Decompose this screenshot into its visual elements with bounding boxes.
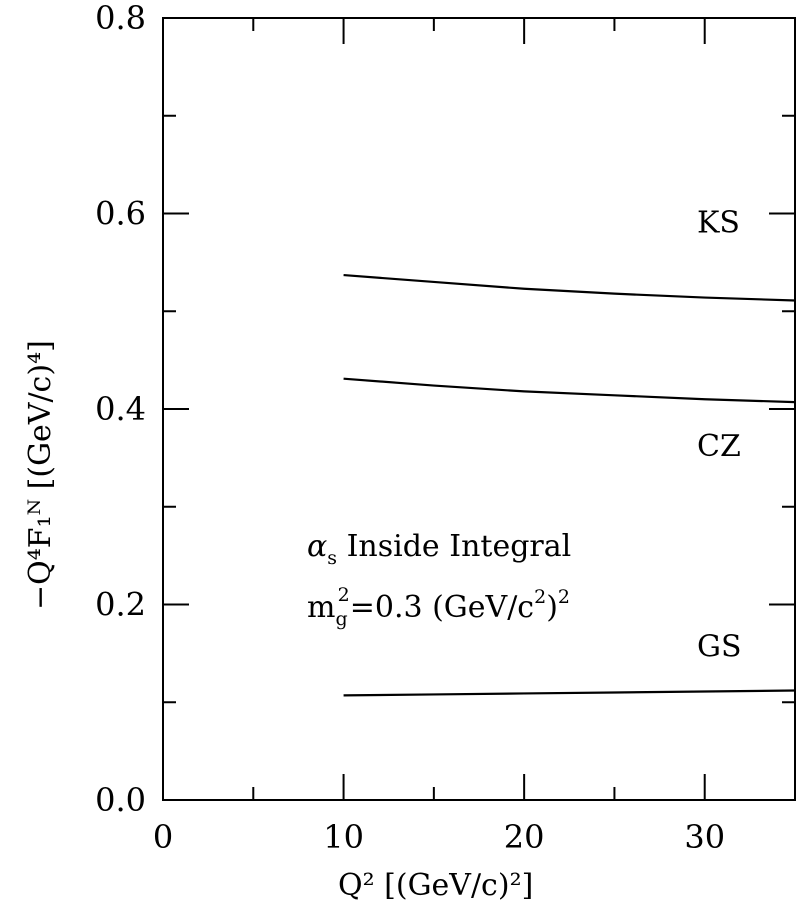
y-tick-label: 0.6 (95, 195, 146, 233)
curve-ks (343, 273, 796, 302)
annotation-alpha-text: Inside Integral (337, 529, 571, 564)
curve-gs (343, 689, 796, 697)
annotation-m-subscript: g (335, 608, 347, 630)
x-tick-label: 20 (504, 818, 545, 856)
annotation-close-paren: ) (546, 590, 558, 625)
annotation-alpha-subscript: s (327, 547, 337, 569)
curve-labels: KS CZ GS (697, 205, 742, 664)
x-tick-label: 0 (153, 818, 173, 856)
ticks (162, 17, 796, 801)
y-tick-label: 0.2 (95, 586, 146, 624)
tick-labels: 0 10 20 30 0.0 0.2 0.4 0.6 0.8 (95, 0, 725, 856)
curve-cz (343, 377, 796, 404)
y-axis-title: −Q⁴F₁ᴺ [(GeV/c)⁴] (23, 340, 58, 610)
annotation-alpha-s: αs Inside Integral (307, 529, 571, 569)
annotation-mid-text: =0.3 (GeV/c (350, 590, 534, 625)
x-tick-label: 10 (323, 818, 364, 856)
annotation-m: m (307, 590, 335, 625)
x-axis-title: Q² [(GeV/c)²] (338, 868, 533, 903)
curve-label-ks: KS (697, 205, 740, 240)
y-tick-label: 0.8 (95, 0, 146, 37)
y-tick-label: 0.0 (95, 781, 146, 819)
curves (343, 273, 796, 697)
annotation-alpha-symbol: α (307, 529, 327, 564)
annotation-gluon-mass: mg2=0.3 (GeV/c2)2 (307, 584, 570, 630)
plot-frame (162, 17, 796, 801)
curve-label-gs: GS (697, 630, 742, 665)
curve-label-cz: CZ (697, 429, 741, 464)
y-tick-label: 0.4 (95, 390, 146, 428)
x-tick-label: 30 (684, 818, 725, 856)
annotation-m-superscript: 2 (338, 584, 350, 606)
annotation-sup2: 2 (534, 586, 546, 608)
annotation-sup3: 2 (558, 586, 570, 608)
